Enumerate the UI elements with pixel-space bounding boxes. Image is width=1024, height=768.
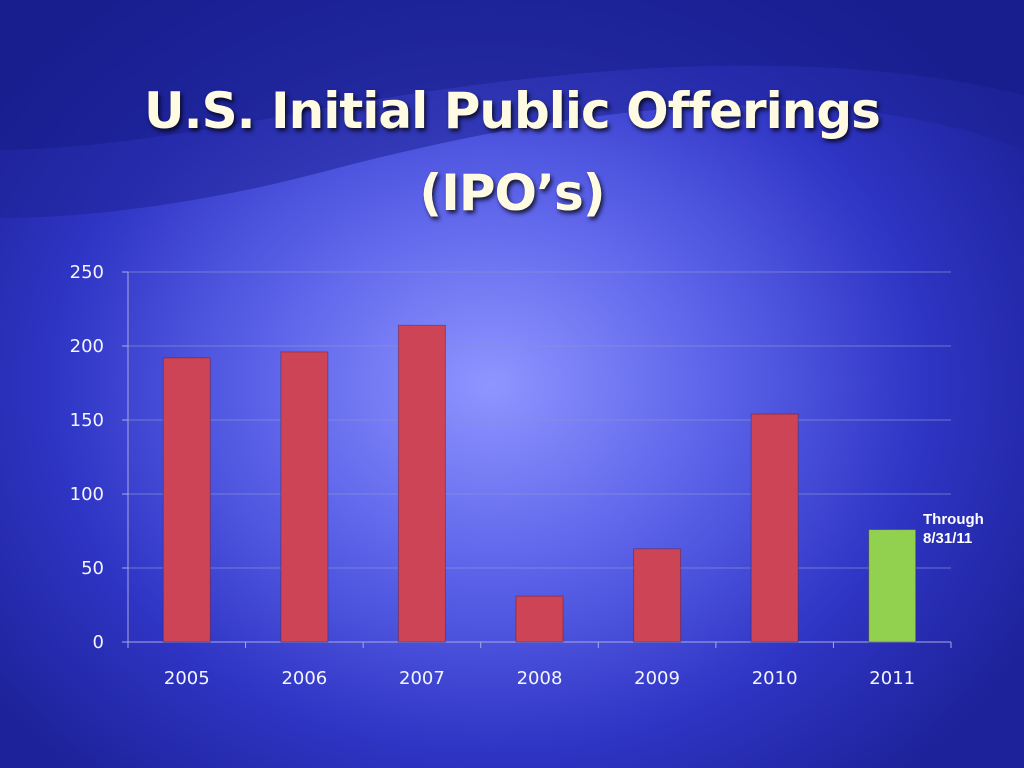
axes [122,271,952,648]
title-line-1: U.S. Initial Public Offerings [144,82,881,140]
y-tick-label: 100 [70,484,104,505]
bar-2011 [868,529,917,643]
gridlines [128,271,951,569]
x-tick-label: 2007 [399,668,445,689]
y-tick-label: 0 [93,632,104,653]
bar-2009 [633,548,682,643]
bar-2008 [515,595,564,643]
annotation-line-2: 8/31/11 [923,530,973,547]
x-tick-label: 2009 [634,668,680,689]
y-tick-label: 50 [81,558,104,579]
y-tick-label: 150 [70,410,104,431]
y-tick-label: 200 [70,336,104,357]
annotation-2011: Through 8/31/11 [923,510,984,548]
bar-2010 [750,413,799,643]
slide-title: U.S. Initial Public Offerings (IPO’s) [0,70,1024,234]
y-tick-label: 250 [70,262,104,283]
annotation-line-1: Through [923,511,984,528]
bar-2007 [397,324,446,643]
bar-2005 [162,357,211,643]
title-line-2: (IPO’s) [419,164,605,222]
x-tick-labels: 2005 2006 2007 2008 2009 2010 2011 [164,668,915,689]
bar-2006 [280,351,329,643]
x-tick-label: 2010 [752,668,798,689]
x-tick-label: 2006 [281,668,327,689]
bars [162,324,917,643]
x-tick-label: 2005 [164,668,210,689]
x-tick-label: 2008 [517,668,563,689]
x-tick-label: 2011 [869,668,915,689]
y-tick-labels: 0 50 100 150 200 250 [70,262,104,653]
